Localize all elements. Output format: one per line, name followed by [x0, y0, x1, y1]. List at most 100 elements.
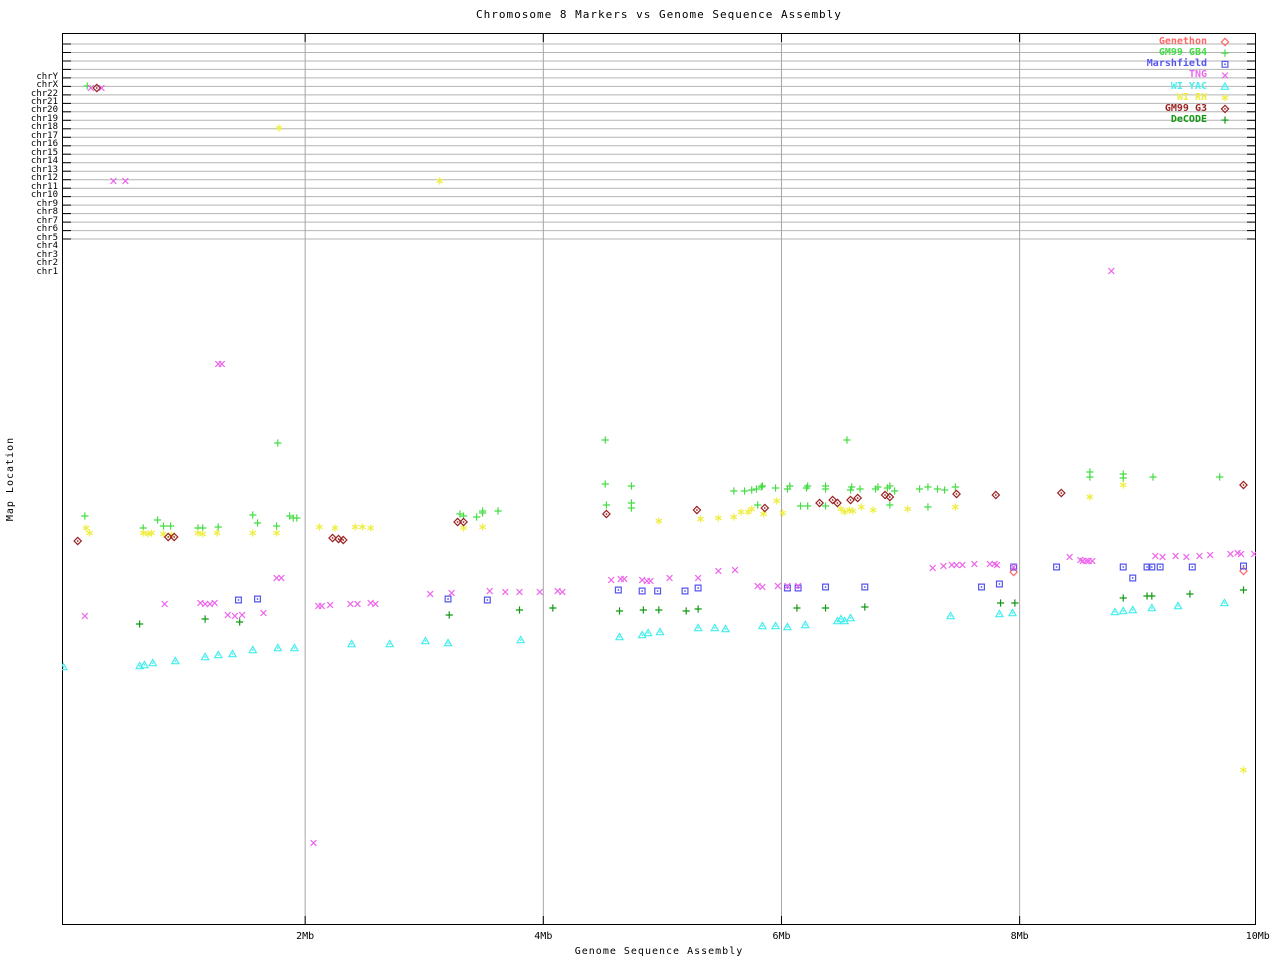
data-point-wi-rh: [730, 513, 738, 521]
data-point-tng: [986, 560, 994, 568]
data-point-decode: [861, 603, 869, 611]
data-point-marshfield: [444, 595, 452, 603]
data-point-wi-yac: [248, 645, 258, 654]
y-tick-label-chr18: chr18: [30, 122, 58, 133]
data-point-gm99-gb4: [846, 486, 855, 494]
data-point-gm99-g3: [73, 536, 83, 546]
data-point-wi-yac: [994, 609, 1005, 618]
data-point-gm99-gb4: [786, 482, 794, 490]
data-point-gm99-gb4: [214, 523, 222, 531]
data-point-marshfield: [638, 587, 646, 595]
data-point-tng: [110, 177, 117, 185]
data-point-wi-rh: [857, 503, 865, 511]
data-point-tng: [224, 611, 232, 619]
data-point-wi-yac: [1219, 598, 1230, 607]
data-point-wi-yac: [643, 628, 653, 637]
data-point-tng: [536, 588, 544, 596]
legend-item-wi-rh: WI RH: [1176, 91, 1207, 103]
data-point-wi-rh: [213, 529, 221, 537]
legend-symbol-wi-rh: [1221, 94, 1229, 102]
data-point-tng: [1107, 267, 1115, 275]
data-point-wi-rh: [1119, 481, 1127, 489]
y-tick-label-chr19: chr19: [30, 113, 58, 124]
y-tick-label-chr12: chr12: [30, 173, 58, 184]
data-point-gm99-g3: [880, 490, 890, 500]
data-point-wi-rh: [331, 524, 339, 532]
data-point-marshfield: [254, 595, 262, 603]
data-point-genethon: [1009, 567, 1019, 577]
data-point-gm99-gb4: [601, 436, 609, 444]
data-point-gm99-g3: [815, 498, 825, 508]
data-point-tng: [1250, 550, 1256, 558]
data-point-wi-rh: [436, 177, 444, 185]
data-point-decode: [821, 604, 830, 612]
data-point-gm99-gb4: [478, 507, 487, 515]
data-point-decode: [445, 611, 453, 619]
data-point-tng: [666, 574, 673, 582]
data-point-tng: [1088, 557, 1096, 565]
data-point-gm99-gb4: [627, 482, 636, 490]
y-tick-label-chr2: chr2: [36, 258, 58, 269]
data-point-wi-rh: [273, 529, 281, 537]
data-point-decode: [694, 605, 702, 613]
data-point-decode: [639, 606, 647, 614]
x-tick-label-8Mb: 8Mb: [1010, 931, 1029, 942]
data-point-tng: [326, 601, 334, 609]
data-point-wi-yac: [836, 614, 846, 623]
data-point-decode: [1119, 594, 1127, 602]
data-point-tng: [426, 590, 434, 598]
data-point-wi-yac: [782, 622, 793, 631]
data-point-gm99-gb4: [848, 483, 856, 491]
data-point-wi-rh: [1086, 493, 1094, 501]
data-point-marshfield: [1119, 563, 1127, 571]
data-point-gm99-g3: [828, 495, 838, 505]
y-tick-label-chr5: chr5: [36, 232, 58, 243]
legend-item-wi-yac: WI YAC: [1170, 80, 1207, 92]
data-point-wi-yac: [637, 630, 647, 639]
data-point-marshfield: [1148, 563, 1156, 571]
data-point-decode: [682, 607, 690, 615]
data-point-wi-rh: [841, 508, 849, 516]
data-point-wi-rh: [904, 505, 912, 513]
data-point-gm99-g3: [952, 489, 961, 499]
data-point-wi-yac: [200, 652, 210, 661]
data-point-tng: [1152, 552, 1159, 560]
data-point-marshfield: [483, 596, 491, 604]
data-point-gm99-g3: [832, 498, 842, 508]
data-point-gm99-g3: [846, 495, 855, 505]
data-point-tng: [959, 561, 966, 569]
data-point-gm99-gb4: [886, 501, 894, 509]
data-point-tng: [231, 612, 239, 620]
data-point-wi-yac: [1110, 607, 1120, 616]
legend-symbol-gm99-g3: [1220, 104, 1230, 114]
data-point-gm99-g3: [1056, 488, 1066, 498]
data-point-wi-yac: [62, 662, 69, 671]
data-point-tng: [122, 177, 129, 185]
y-tick-label-chr15: chr15: [30, 147, 58, 158]
data-point-gm99-g3: [991, 490, 1001, 500]
data-point-gm99-gb4: [601, 480, 609, 488]
data-point-tng: [1066, 553, 1073, 561]
data-point-tng: [940, 562, 947, 570]
data-point-gm99-gb4: [274, 439, 282, 447]
data-point-marshfield: [1156, 563, 1164, 571]
data-point-tng: [218, 360, 226, 368]
data-point-tng: [448, 589, 455, 597]
data-point-wi-yac: [1118, 606, 1128, 615]
data-point-wi-yac: [1007, 608, 1018, 617]
data-point-wi-rh: [479, 523, 487, 531]
data-point-gm99-gb4: [494, 507, 502, 515]
legend-symbol-decode: [1221, 116, 1229, 124]
data-point-decode: [1148, 592, 1156, 600]
legend-symbol-tng: [1221, 72, 1229, 79]
data-point-tng: [1183, 553, 1190, 561]
data-point-gm99-gb4: [1119, 474, 1127, 482]
data-point-decode: [1011, 599, 1019, 607]
data-point-gm99-g3: [334, 534, 343, 544]
data-point-gm99-gb4: [821, 502, 830, 510]
legend-item-genethon: Genethon: [1158, 36, 1207, 47]
data-point-wi-yac: [170, 656, 180, 665]
data-point-wi-yac: [1147, 603, 1157, 612]
y-tick-label-chr13: chr13: [30, 164, 58, 175]
